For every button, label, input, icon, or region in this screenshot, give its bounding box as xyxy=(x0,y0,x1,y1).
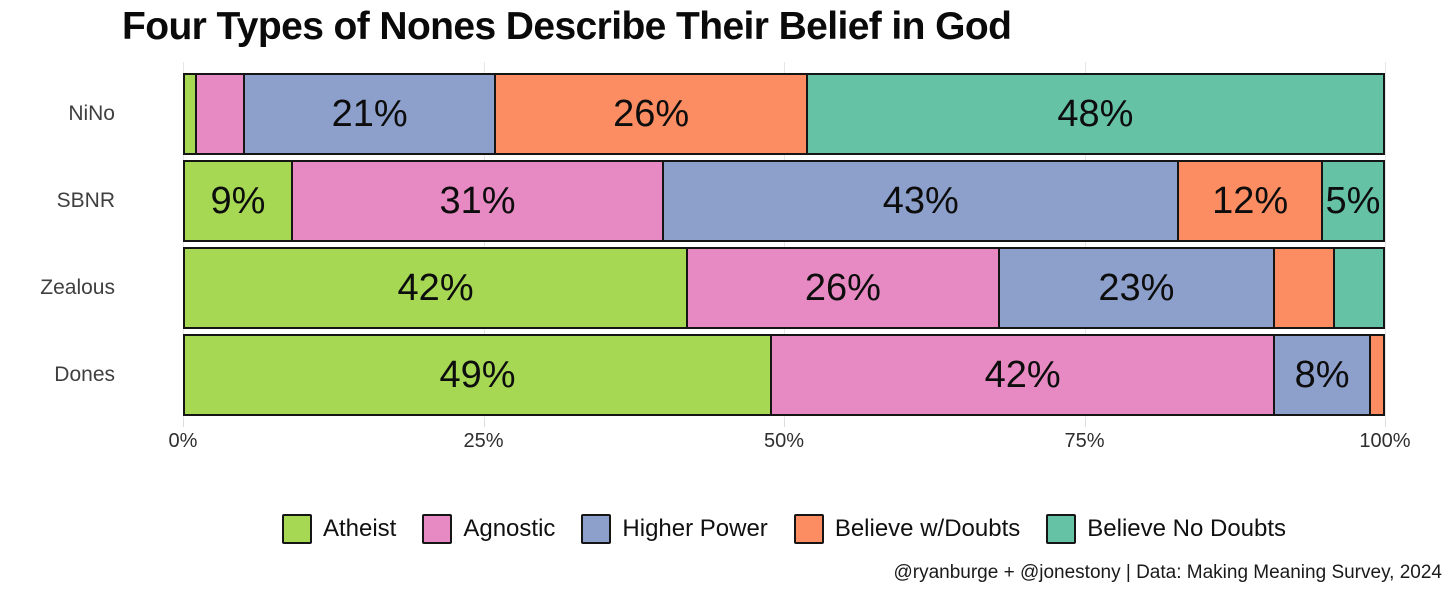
x-axis-tick-label: 0% xyxy=(168,430,198,452)
bar-row: 42% 26% 23% xyxy=(183,247,1385,329)
segment-value-label: 12% xyxy=(1212,179,1289,222)
legend-label: Believe No Doubts xyxy=(1087,515,1287,542)
segment-value-label: 26% xyxy=(613,92,690,135)
x-axis: 0% 25% 50% 75% 100% xyxy=(169,430,1411,458)
segment-value-label: 42% xyxy=(984,353,1061,396)
legend-swatch xyxy=(581,514,612,544)
bar-segment: 5% xyxy=(1323,162,1383,240)
segment-value-label: 8% xyxy=(1294,353,1350,396)
legend-item: Atheist xyxy=(281,514,397,544)
bar-segment: 26% xyxy=(496,75,808,153)
segment-value-label: 21% xyxy=(331,92,408,135)
bar-segment xyxy=(1335,249,1383,327)
bar-segment: 43% xyxy=(664,162,1180,240)
legend-label: Atheist xyxy=(322,515,397,542)
axis-tick-mark xyxy=(1084,420,1086,427)
segment-value-label: 26% xyxy=(804,266,881,309)
axis-tick-mark xyxy=(1385,420,1386,427)
bar-segment xyxy=(196,75,245,153)
legend-swatch xyxy=(422,514,453,544)
bar-segment: 31% xyxy=(292,162,665,240)
segment-value-label: 23% xyxy=(1098,266,1175,309)
x-axis-tick-label: 75% xyxy=(1064,430,1105,452)
bar-segment: 8% xyxy=(1275,336,1371,414)
category-label: Dones xyxy=(54,363,115,386)
legend: Atheist Agnostic Higher Power Believe w/Dou… xyxy=(183,506,1385,552)
bar-segment xyxy=(1371,336,1383,414)
gridline xyxy=(1385,62,1386,420)
segment-value-label: 5% xyxy=(1325,179,1381,222)
bar-segment xyxy=(1275,249,1336,327)
category-label: Zealous xyxy=(40,276,115,299)
segment-value-label: 31% xyxy=(439,179,516,222)
category-label: SBNR xyxy=(56,189,115,212)
legend-label: Higher Power xyxy=(622,515,768,542)
bar-row: 9% 31% 43% 12% 5% xyxy=(183,160,1385,242)
bar-segment: 42% xyxy=(772,336,1276,414)
legend-item: Believe No Doubts xyxy=(1046,514,1286,544)
plot-area: 21% 26% 48% 9% 31% 43% 12% 5% 42% 26% 23% 49% 42% 8% xyxy=(183,62,1386,427)
segment-value-label: 43% xyxy=(882,179,959,222)
legend-swatch xyxy=(793,514,824,544)
bar-segment: 12% xyxy=(1179,162,1324,240)
chart-title: Four Types of Nones Describe Their Belie… xyxy=(122,5,1012,48)
legend-swatch xyxy=(281,514,312,544)
bar-segment: 21% xyxy=(244,75,497,153)
segment-value-label: 9% xyxy=(210,179,266,222)
bar-segment: 48% xyxy=(807,75,1383,153)
legend-item: Believe w/Doubts xyxy=(793,514,1021,544)
legend-item: Higher Power xyxy=(581,514,768,544)
bar-segment: 9% xyxy=(185,162,293,240)
bar-row: 49% 42% 8% xyxy=(183,334,1385,416)
source-caption: @ryanburge + @jonestony | Data: Making M… xyxy=(893,562,1442,583)
segment-value-label: 49% xyxy=(439,353,516,396)
category-axis: NiNo SBNR Zealous Dones xyxy=(0,62,115,420)
axis-tick-mark xyxy=(183,420,184,427)
category-label: NiNo xyxy=(68,102,115,125)
bar-segment: 49% xyxy=(185,336,773,414)
bar-segment xyxy=(185,75,197,153)
bar-segment: 23% xyxy=(999,249,1276,327)
x-axis-tick-label: 50% xyxy=(763,430,805,452)
x-axis-tick-label: 25% xyxy=(463,430,504,452)
bar-row: 21% 26% 48% xyxy=(183,73,1385,155)
axis-tick-mark xyxy=(784,420,785,427)
segment-value-label: 42% xyxy=(397,266,474,309)
axis-tick-mark xyxy=(483,420,485,427)
bar-segment: 42% xyxy=(185,249,689,327)
legend-label: Believe w/Doubts xyxy=(834,515,1021,542)
legend-swatch xyxy=(1046,514,1077,544)
bar-segment: 26% xyxy=(688,249,1000,327)
legend-item: Agnostic xyxy=(422,514,555,544)
x-axis-tick-label: 100% xyxy=(1359,430,1411,452)
legend-label: Agnostic xyxy=(463,515,556,542)
segment-value-label: 48% xyxy=(1057,92,1134,135)
